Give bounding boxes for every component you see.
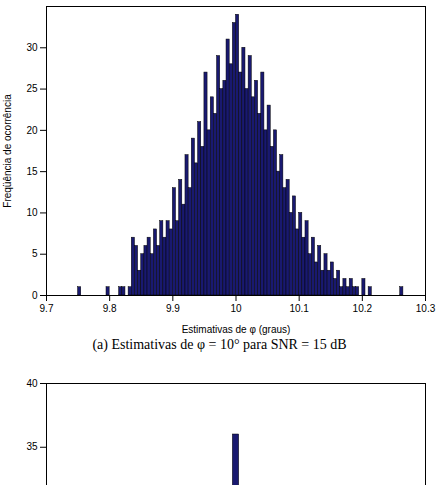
svg-text:25: 25 [26, 83, 38, 94]
svg-text:9.8: 9.8 [103, 303, 117, 314]
svg-text:10.2: 10.2 [353, 303, 373, 314]
svg-text:10.3: 10.3 [416, 303, 436, 314]
svg-text:Freqüência de ocorrência: Freqüência de ocorrência [2, 94, 13, 208]
svg-text:Estimativas de φ (graus): Estimativas de φ (graus) [182, 324, 291, 335]
svg-text:10: 10 [26, 207, 38, 218]
svg-text:9.9: 9.9 [166, 303, 180, 314]
svg-text:30: 30 [26, 42, 38, 53]
svg-text:35: 35 [26, 441, 38, 452]
svg-text:5: 5 [32, 248, 38, 259]
svg-text:0: 0 [32, 290, 38, 301]
svg-text:40: 40 [26, 378, 38, 389]
svg-text:15: 15 [26, 166, 38, 177]
html-text:(a) Estimativas de φ = 10° par: (a) Estimativas de φ = 10° para SNR = 15… [92, 337, 347, 352]
svg-text:20: 20 [26, 125, 38, 136]
svg-text:10: 10 [230, 303, 242, 314]
svg-text:9.7: 9.7 [40, 303, 54, 314]
svg-text:10.1: 10.1 [289, 303, 309, 314]
